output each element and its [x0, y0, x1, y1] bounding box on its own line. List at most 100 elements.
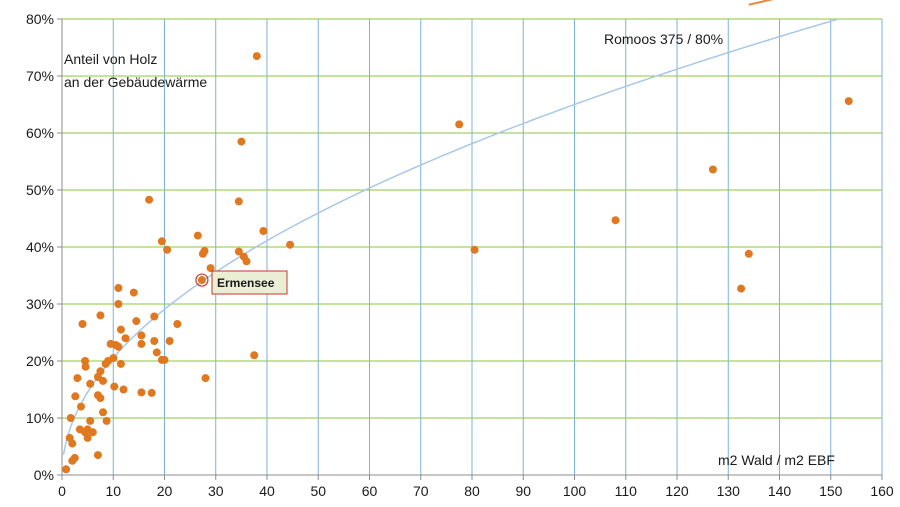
data-point: [252, 52, 261, 61]
data-point: [145, 195, 154, 204]
data-point: [259, 227, 268, 235]
x-tick-label: 160: [870, 483, 894, 499]
data-point: [73, 374, 82, 383]
y-tick-label: 0%: [34, 467, 54, 483]
data-point: [137, 331, 146, 340]
x-tick-label: 120: [665, 483, 689, 499]
data-point: [83, 433, 92, 442]
y-tick-label: 80%: [26, 11, 54, 27]
data-point: [455, 120, 464, 129]
data-point: [132, 317, 141, 326]
data-point: [121, 334, 130, 343]
data-point: [737, 284, 746, 293]
data-point: [150, 312, 159, 321]
data-point: [77, 402, 85, 411]
data-point: [109, 354, 118, 363]
data-point: [78, 320, 87, 328]
data-point: [137, 339, 146, 348]
ermensee-label: Ermensee: [217, 276, 275, 290]
x-tick-label: 0: [58, 483, 66, 499]
data-point: [234, 247, 243, 256]
data-point: [99, 408, 107, 417]
data-point: [150, 337, 159, 345]
trend-line: [62, 18, 839, 455]
ermensee-label-box: [211, 270, 288, 295]
y-tick-label: 60%: [26, 125, 54, 141]
data-point: [237, 137, 246, 146]
data-point: [96, 367, 105, 376]
axes: [57, 18, 883, 480]
data-point: [116, 325, 125, 334]
x-tick-label: 140: [768, 483, 792, 499]
data-point: [102, 416, 111, 425]
grid-lines: [62, 18, 883, 475]
data-point: [86, 416, 95, 425]
ermensee-data-point: [197, 276, 206, 285]
data-point: [200, 247, 209, 255]
data-point: [744, 249, 753, 258]
x-tick-label: 100: [563, 483, 587, 499]
data-point: [119, 385, 128, 394]
data-point: [147, 388, 156, 397]
data-point: [114, 342, 123, 351]
x-tick-label: 90: [515, 483, 531, 499]
x-tick-label: 50: [310, 483, 326, 499]
data-point: [86, 379, 95, 388]
x-tick-label: 130: [717, 483, 741, 499]
y-tick-label: 20%: [26, 353, 54, 369]
data-point: [88, 428, 97, 437]
data-point: [81, 362, 90, 371]
data-points: [62, 52, 853, 474]
data-point: [66, 414, 75, 422]
data-point: [70, 453, 79, 462]
x-axis-label: m2 Wald / m2 EBF: [718, 452, 835, 468]
data-point: [96, 394, 105, 403]
data-point: [114, 284, 123, 292]
data-point: [114, 300, 123, 308]
data-point: [99, 376, 107, 385]
x-tick-label: 110: [615, 483, 638, 499]
y-axis-tick-labels: 0% 10% 20% 30% 40% 50% 60% 70% 80%: [26, 11, 54, 483]
data-point: [286, 240, 295, 249]
data-point: [173, 320, 182, 328]
data-point: [844, 97, 853, 106]
data-point: [708, 165, 717, 174]
data-point: [110, 382, 119, 391]
y-tick-label: 40%: [26, 239, 54, 255]
y-axis-label: Anteil von Holz an der Gebäudewärme: [64, 51, 207, 90]
data-point: [470, 245, 479, 254]
data-point: [201, 374, 210, 383]
data-point: [62, 465, 71, 474]
ermensee-callout: Ermensee: [195, 270, 288, 295]
y-tick-label: 50%: [26, 182, 54, 198]
data-point: [165, 337, 174, 345]
y-axis-label-line-1: Anteil von Holz: [64, 51, 157, 67]
data-point: [193, 231, 202, 240]
data-point: [116, 359, 125, 368]
data-point: [250, 351, 259, 360]
x-tick-label: 150: [819, 483, 843, 499]
data-point: [160, 355, 169, 364]
romoos-callout: Romoos 375 / 80%: [604, 0, 774, 47]
y-tick-label: 30%: [26, 296, 54, 312]
ermensee-marker-ring: [195, 273, 209, 287]
data-point: [68, 439, 77, 448]
romoos-label: Romoos 375 / 80%: [604, 31, 723, 47]
data-point: [611, 216, 620, 225]
x-tick-label: 80: [464, 483, 480, 499]
data-point: [157, 237, 166, 246]
y-tick-label: 10%: [26, 410, 54, 426]
x-tick-label: 60: [362, 483, 378, 499]
romoos-arrow: [748, 0, 774, 6]
y-axis-label-line-2: an der Gebäudewärme: [64, 74, 207, 90]
data-point: [206, 264, 215, 273]
x-tick-label: 70: [413, 483, 429, 499]
x-tick-label: 10: [105, 483, 121, 499]
data-point: [93, 451, 102, 460]
data-point: [152, 348, 161, 357]
data-point: [96, 311, 105, 320]
data-point: [242, 257, 251, 266]
data-point: [137, 388, 146, 397]
data-point: [129, 288, 138, 297]
